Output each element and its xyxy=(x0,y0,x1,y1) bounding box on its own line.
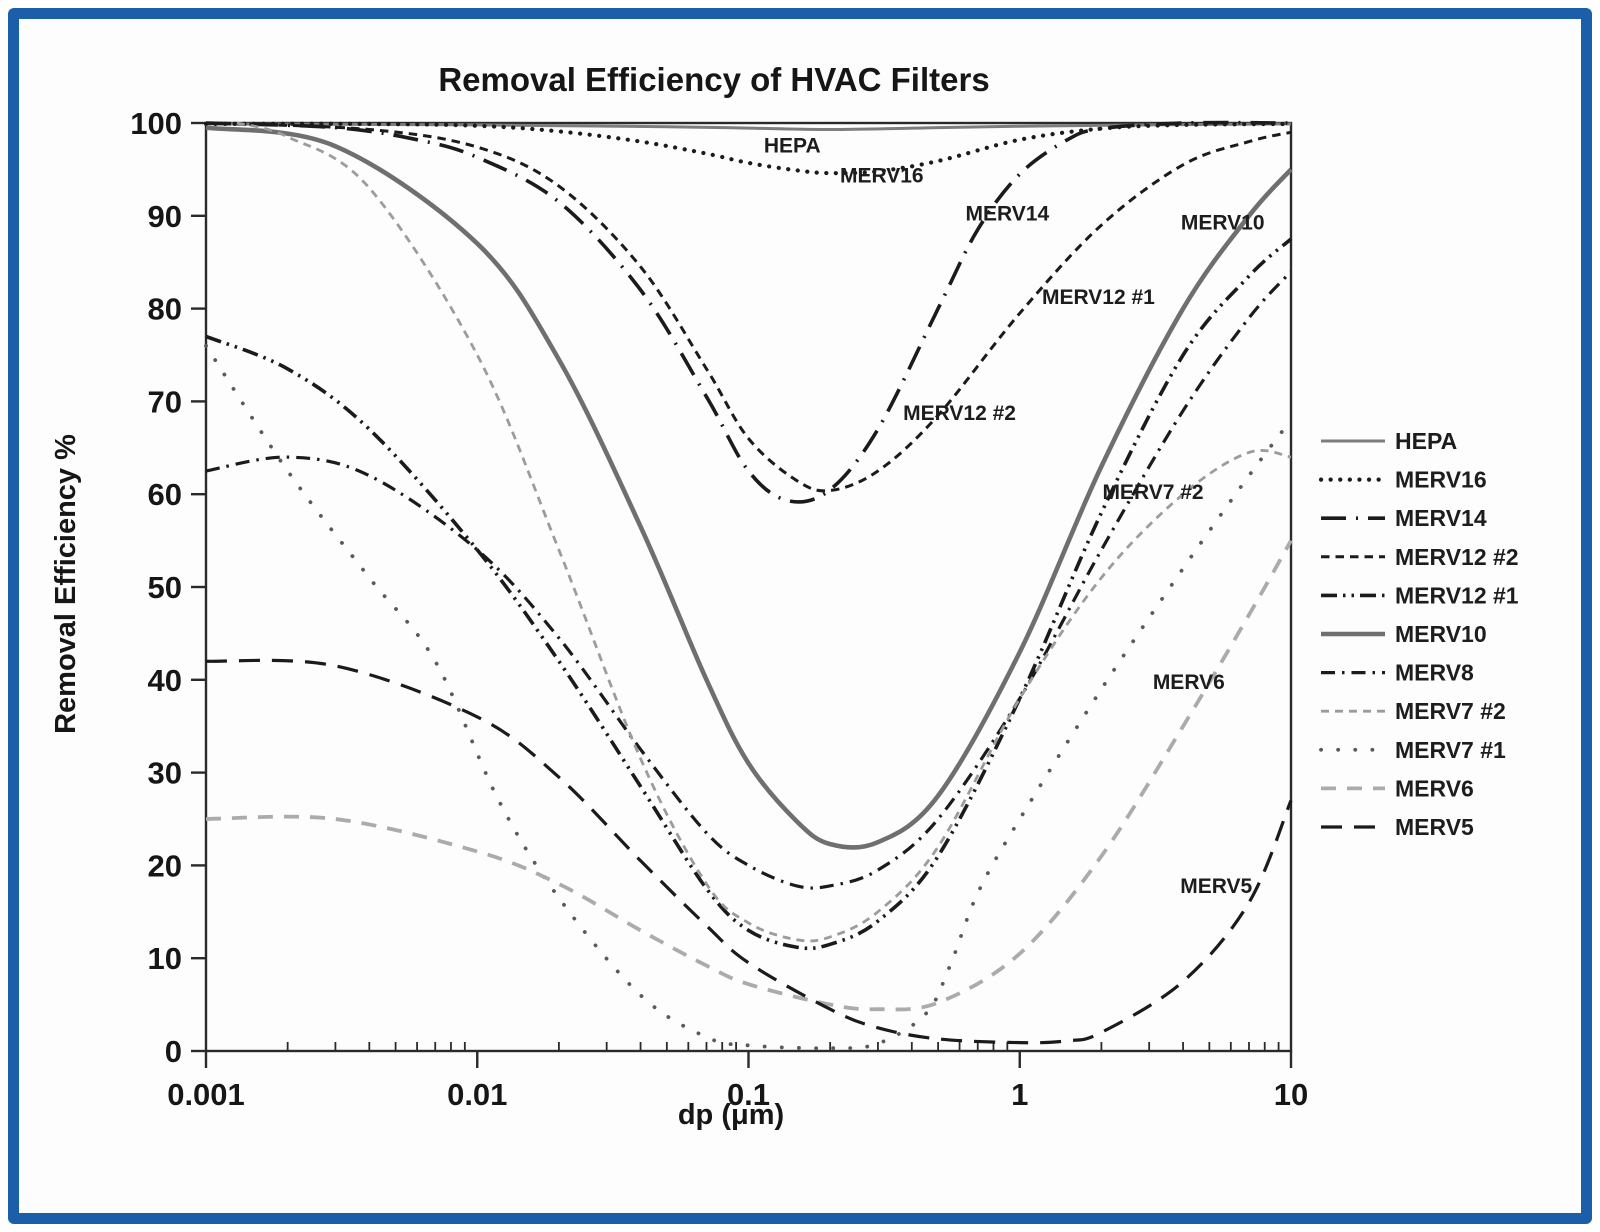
legend-label: MERV10 xyxy=(1395,621,1487,647)
legend-item-merv8: MERV8 xyxy=(1321,660,1474,686)
axis-ticks: 0 10 20 30 40 50 60 70 80 90 100 0.001 0.01 0.1 1 10 xyxy=(130,106,1308,1112)
figure-frame: Removal Efficiency of HVAC Filters dp (μ… xyxy=(8,8,1592,1224)
annotation-merv10: MERV10 xyxy=(1181,212,1265,235)
annotation-hepa: HEPA xyxy=(764,135,821,158)
legend-label: MERV7 #1 xyxy=(1395,737,1506,763)
curve-annotations: HEPA MERV16 MERV14 MERV10 MERV12 #1 MERV12 #2… xyxy=(764,135,1265,899)
legend-item-merv5: MERV5 xyxy=(1321,814,1474,840)
y-tick-label: 20 xyxy=(148,848,182,883)
legend-label: MERV12 #2 xyxy=(1395,544,1519,570)
x-tick-label: 0.01 xyxy=(447,1077,507,1112)
legend-label: MERV12 #1 xyxy=(1395,582,1519,608)
annotation-merv14: MERV14 xyxy=(966,202,1050,225)
legend-item-merv6: MERV6 xyxy=(1321,775,1474,801)
series-curve-merv12-2 xyxy=(205,121,1292,493)
plot-border xyxy=(204,121,1293,1053)
annotation-merv5: MERV5 xyxy=(1180,875,1252,898)
y-tick-label: 10 xyxy=(148,941,182,976)
annotation-merv12-2: MERV12 #2 xyxy=(903,402,1016,425)
y-tick-label: 70 xyxy=(148,384,182,419)
series-curves xyxy=(203,120,1294,1051)
legend-item-merv14: MERV14 xyxy=(1321,505,1487,531)
x-axis-label: dp (μm) xyxy=(678,1099,784,1131)
y-tick-label: 90 xyxy=(148,199,182,234)
chart-title: Removal Efficiency of HVAC Filters xyxy=(438,61,989,98)
annotation-merv6: MERV6 xyxy=(1153,671,1225,694)
y-tick-label: 60 xyxy=(148,477,182,512)
x-tick-label: 0.1 xyxy=(727,1077,770,1112)
series-curve-merv10 xyxy=(205,125,1293,850)
hvac-filter-efficiency-chart: Removal Efficiency of HVAC Filters dp (μ… xyxy=(50,61,1519,1131)
series-curve-merv6 xyxy=(205,539,1293,1012)
legend-label: MERV8 xyxy=(1395,660,1474,686)
legend-item-merv7-1: MERV7 #1 xyxy=(1319,737,1506,763)
legend-label: MERV7 #2 xyxy=(1395,698,1506,724)
y-tick-label: 50 xyxy=(148,570,182,605)
y-axis-label: Removal Efficiency % xyxy=(50,434,82,734)
legend-item-hepa: HEPA xyxy=(1321,428,1457,454)
legend-label: MERV16 xyxy=(1395,467,1487,493)
x-tick-label: 1 xyxy=(1011,1077,1028,1112)
series-curve-merv7-2 xyxy=(236,121,1292,943)
y-tick-label: 30 xyxy=(148,756,182,791)
legend-item-merv12-2: MERV12 #2 xyxy=(1321,544,1519,570)
annotation-merv12-1: MERV12 #1 xyxy=(1042,286,1155,309)
legend-item-merv12-1: MERV12 #1 xyxy=(1321,582,1519,608)
series-curve-merv5 xyxy=(205,658,1293,1045)
legend-label: HEPA xyxy=(1395,428,1457,454)
series-curve-merv8 xyxy=(205,270,1293,890)
annotation-merv7-2: MERV7 #2 xyxy=(1102,481,1203,504)
plot-frame xyxy=(204,121,1293,1053)
annotation-merv16: MERV16 xyxy=(840,164,924,187)
legend-item-merv7-2: MERV7 #2 xyxy=(1321,698,1506,724)
legend-label: MERV14 xyxy=(1395,505,1487,531)
y-tick-label: 0 xyxy=(165,1034,182,1069)
series-curve-merv7-1 xyxy=(204,343,1293,1051)
legend-label: MERV5 xyxy=(1395,814,1474,840)
y-tick-label: 100 xyxy=(130,106,182,141)
x-tick-label: 10 xyxy=(1274,1077,1308,1112)
series-curve-merv14 xyxy=(205,120,1292,504)
y-tick-label: 80 xyxy=(148,292,182,327)
legend-label: MERV6 xyxy=(1395,775,1474,801)
series-curve-hepa xyxy=(205,122,1292,132)
x-tick-label: 0.001 xyxy=(167,1077,245,1112)
y-tick-label: 40 xyxy=(148,663,182,698)
legend-item-merv16: MERV16 xyxy=(1318,467,1487,493)
legend: HEPA MERV16 MERV14 MERV12 #2 MERV12 #1 MERV10… xyxy=(1318,428,1519,840)
series-curve-merv12-1 xyxy=(205,237,1293,951)
legend-item-merv10: MERV10 xyxy=(1321,621,1487,647)
